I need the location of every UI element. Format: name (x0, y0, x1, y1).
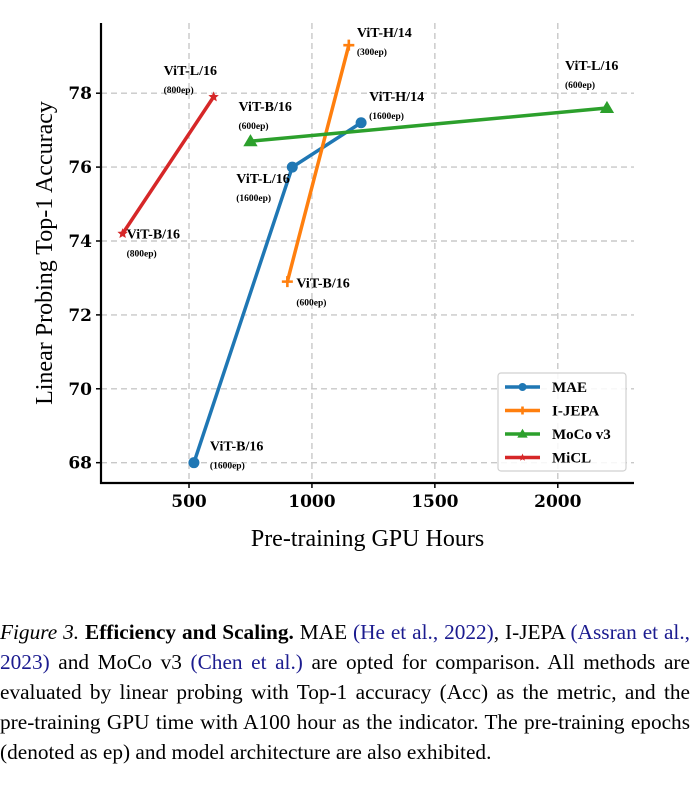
point-label: ViT-L/16 (236, 172, 289, 187)
legend-item: I-JEPA (505, 404, 599, 420)
legend-item: MAE (505, 380, 587, 396)
legend-label: MoCo v3 (552, 427, 611, 443)
point-label: ViT-B/16 (238, 100, 291, 115)
data-point (599, 100, 615, 113)
y-tick-label: 76 (68, 158, 92, 178)
point-epoch-label: (600ep) (565, 80, 595, 91)
point-epoch-label: (300ep) (357, 47, 387, 58)
series-line (285, 43, 351, 284)
point-epoch-label: (800ep) (164, 85, 194, 96)
series-moco-v3 (243, 100, 615, 147)
caption-text: MAE (293, 620, 354, 644)
figure-label: Figure 3. (0, 620, 80, 644)
point-epoch-label: (600ep) (238, 121, 268, 132)
point-epoch-label: (600ep) (296, 298, 326, 309)
point-epoch-label: (1600ep) (369, 111, 404, 122)
data-point (281, 276, 293, 288)
series-micl (117, 91, 219, 239)
caption-title: Efficiency and Scaling. (85, 620, 294, 644)
y-tick-label: 72 (68, 306, 92, 326)
point-label: ViT-H/14 (369, 90, 424, 105)
legend-box (497, 372, 627, 472)
x-tick-label: 1000 (288, 492, 335, 512)
citation-link[interactable]: (He et al., 2022) (353, 620, 494, 644)
citation-link[interactable]: (Assran et al., 2023) (0, 620, 690, 674)
data-point (286, 161, 298, 173)
series-i-jepa (281, 39, 355, 288)
point-epoch-label: (800ep) (127, 249, 157, 260)
x-tick-label: 1500 (411, 492, 458, 512)
point-label: ViT-B/16 (296, 277, 349, 292)
data-point (343, 39, 355, 51)
series-mae (188, 117, 367, 469)
point-label: ViT-B/16 (210, 440, 263, 455)
series-line (120, 95, 216, 236)
y-axis-label: Linear Probing Top-1 Accuracy (32, 101, 58, 405)
y-tick-label: 68 (68, 454, 92, 474)
ticks: 500 1000 1500 2000 68 70 72 74 76 78 (68, 84, 581, 512)
point-label: ViT-L/16 (164, 64, 217, 79)
citation-link[interactable]: (Chen et al.) (190, 650, 303, 674)
data-point (243, 134, 258, 147)
legend-marker (518, 406, 527, 415)
data-point (355, 117, 367, 129)
legend-marker (517, 428, 528, 438)
y-tick-label: 70 (68, 380, 92, 400)
legend-marker (518, 453, 527, 461)
data-point (208, 91, 219, 102)
data-point (117, 228, 128, 239)
x-axis-label: Pre-training GPU Hours (251, 526, 484, 552)
y-tick-label: 78 (68, 84, 92, 104)
point-label: ViT-L/16 (565, 59, 618, 74)
series-layer (117, 39, 615, 469)
caption-body: MAE (He et al., 2022), I-JEPA (Assran et… (0, 620, 690, 764)
point-epoch-label: (1600ep) (210, 461, 245, 472)
point-label: ViT-B/16 (127, 228, 180, 243)
legend-label: I-JEPA (552, 404, 599, 420)
x-tick-label: 500 (171, 492, 207, 512)
legend-label: MiCL (552, 451, 591, 467)
legend-item: MoCo v3 (505, 427, 611, 443)
caption-text: are opted for comparison. All methods ar… (0, 650, 690, 764)
caption-text: , I-JEPA (493, 620, 571, 644)
legend-label: MAE (552, 380, 587, 396)
y-tick-label: 74 (68, 232, 92, 252)
figure-caption: Figure 3. Efficiency and Scaling. MAE (H… (0, 617, 690, 767)
point-epoch-label: (1600ep) (236, 193, 271, 204)
point-label: ViT-H/14 (357, 26, 412, 41)
caption-text: and MoCo v3 (49, 650, 191, 674)
legend-marker (518, 383, 527, 391)
efficiency-scaling-chart: 500 1000 1500 2000 68 70 72 74 76 78 ViT-B/16 (160… (32, 23, 634, 552)
legend: MAE I-JEPA MoCo v3 MiCL (497, 372, 627, 472)
x-tick-label: 2000 (534, 492, 581, 512)
series-line (248, 106, 609, 143)
data-point (188, 457, 200, 469)
legend-item: MiCL (505, 451, 591, 467)
point-labels: ViT-B/16 (1600ep) ViT-L/16 (1600ep) ViT-H/14… (127, 26, 619, 472)
